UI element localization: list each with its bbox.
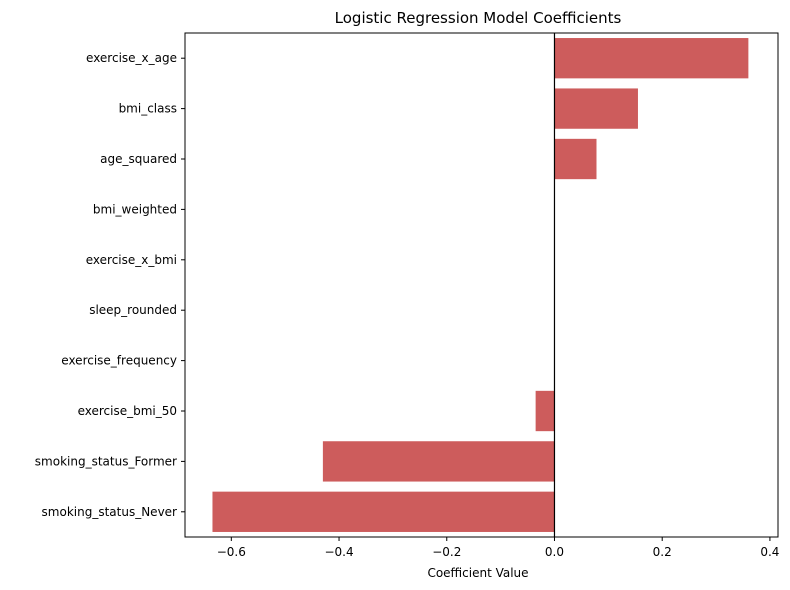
x-tick-label: −0.6 (217, 545, 246, 559)
x-tick-label: 0.2 (653, 545, 672, 559)
bars-layer (212, 38, 749, 532)
y-tick-label: bmi_class (119, 102, 177, 116)
bar-exercise_bmi_50 (535, 390, 555, 432)
x-tick-label: −0.2 (432, 545, 461, 559)
plot-area-frame (184, 32, 779, 538)
y-tick-label: exercise_bmi_50 (78, 404, 177, 418)
x-tick-label: 0.4 (760, 545, 779, 559)
chart-title: Logistic Regression Model Coefficients (335, 9, 622, 27)
x-tick-label: −0.4 (324, 545, 353, 559)
bar-smoking_status_Never (212, 491, 555, 532)
y-tick-label: age_squared (100, 152, 177, 166)
y-tick-label: smoking_status_Never (42, 505, 178, 519)
bar-exercise_x_age (554, 38, 749, 79)
y-axis-ticks: exercise_x_age bmi_class age_squared bmi_we… (35, 51, 185, 519)
x-tick-label: 0.0 (545, 545, 564, 559)
bar-smoking_status_Former (322, 441, 555, 482)
y-tick-label: bmi_weighted (93, 202, 177, 216)
y-tick-label: exercise_x_bmi (86, 253, 177, 267)
bar-bmi_class (554, 88, 638, 129)
x-axis-title: Coefficient Value (427, 566, 528, 580)
bar-age_squared (554, 138, 597, 180)
y-tick-label: sleep_rounded (89, 303, 177, 317)
x-axis-ticks: −0.6 −0.4 −0.2 0.0 0.2 0.4 (217, 537, 779, 559)
y-tick-label: exercise_frequency (61, 354, 177, 368)
y-tick-label: exercise_x_age (86, 51, 177, 65)
y-tick-label: smoking_status_Former (35, 454, 177, 468)
